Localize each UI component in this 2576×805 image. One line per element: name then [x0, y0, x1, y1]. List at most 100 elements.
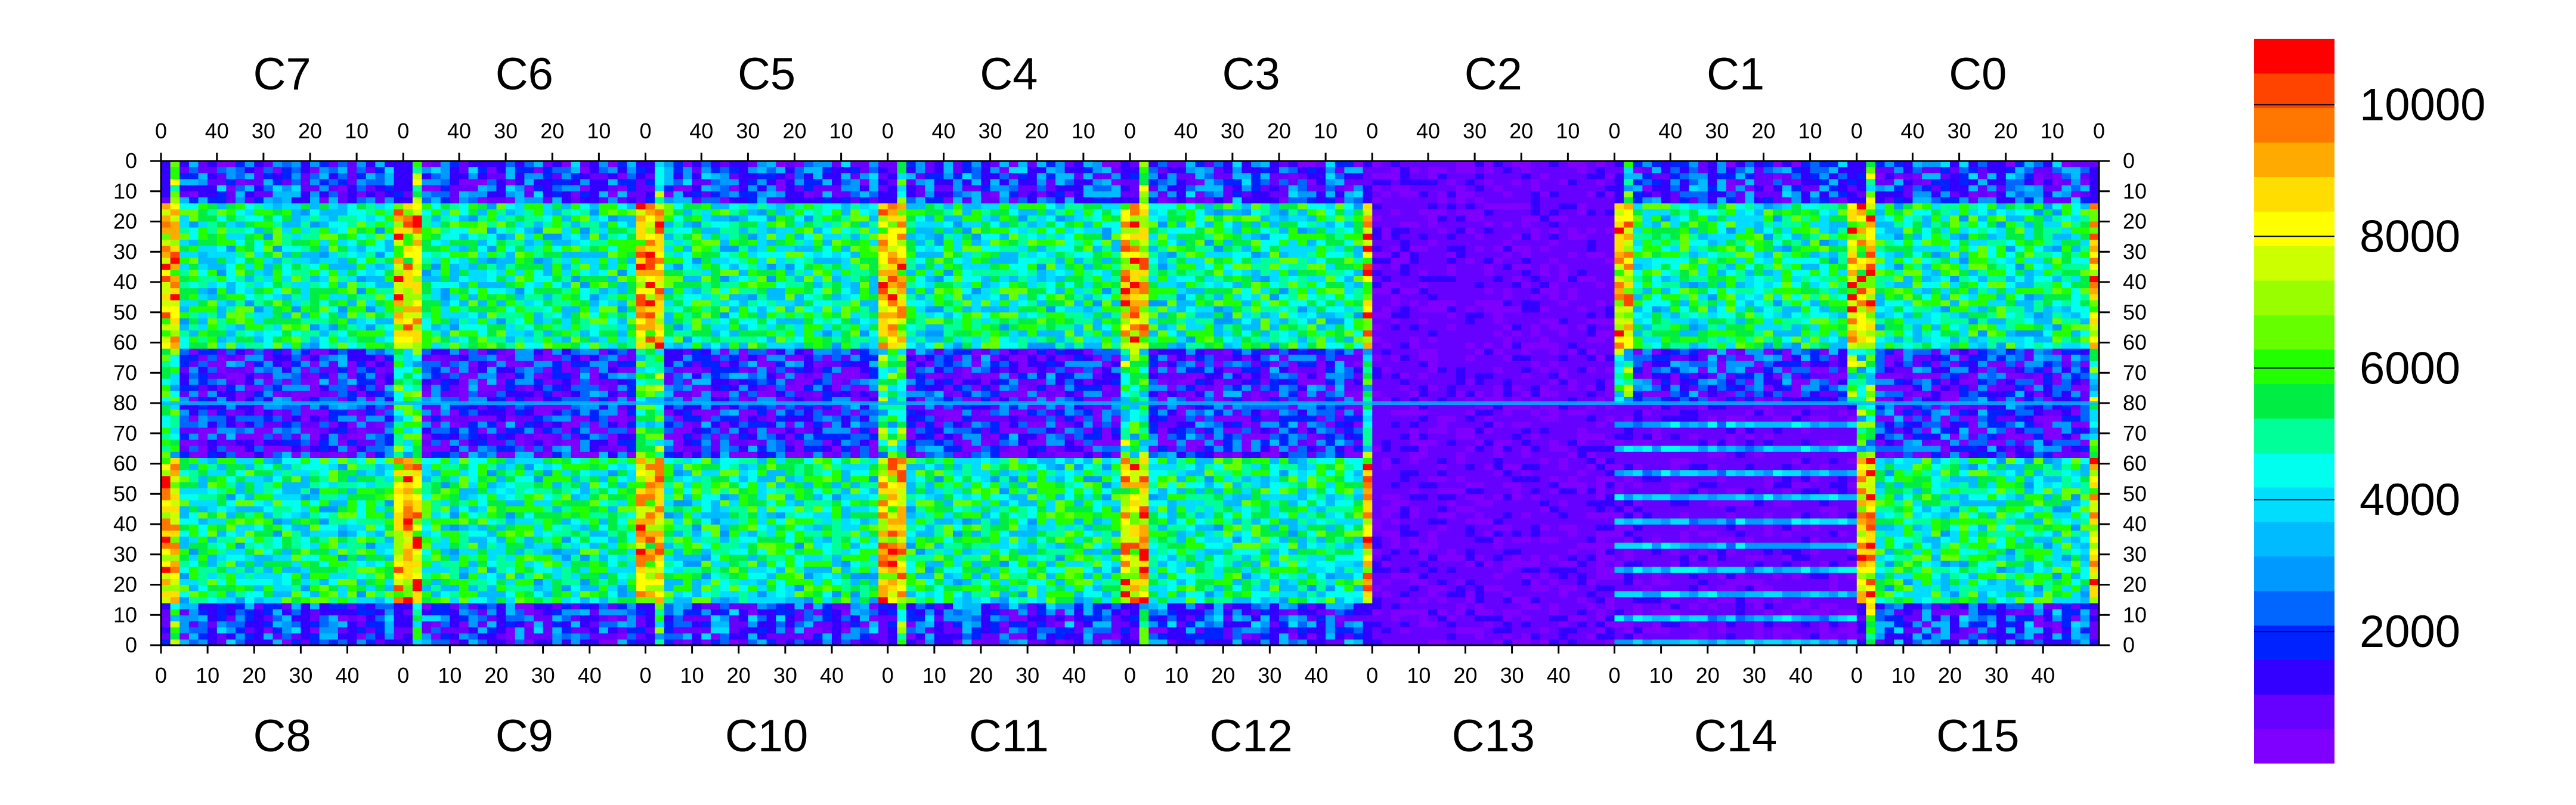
colorbar-segment: [2254, 418, 2334, 453]
chip-label-top: C2: [1465, 49, 1522, 100]
right-y-tick: 0: [2123, 633, 2135, 657]
colorbar-segment: [2254, 177, 2334, 212]
top-x-tick: 20: [1025, 119, 1049, 143]
top-x-tick: 30: [1948, 119, 1971, 143]
bottom-x-tick: 30: [773, 663, 797, 688]
top-x-tick-end: 0: [2093, 119, 2105, 143]
bottom-x-tick: 30: [1984, 663, 2008, 688]
colorbar-tick-label: 8000: [2360, 211, 2460, 262]
bottom-x-tick: 40: [578, 663, 602, 688]
left-y-tick: 0: [125, 148, 137, 173]
top-x-tick: 10: [1072, 119, 1095, 143]
right-y-tick: 60: [2123, 330, 2147, 355]
bottom-x-tick: 20: [1696, 663, 1720, 688]
right-y-tick: 40: [2123, 270, 2147, 294]
top-x-tick: 40: [1900, 119, 1924, 143]
chip-label-bottom: C15: [1936, 711, 2019, 761]
bottom-x-tick: 10: [1649, 663, 1673, 688]
top-x-tick: 30: [736, 119, 760, 143]
left-y-tick: 70: [113, 360, 137, 385]
top-x-tick: 40: [1658, 119, 1682, 143]
chip-label-top: C1: [1707, 49, 1764, 100]
top-x-tick: 0: [1366, 119, 1378, 143]
top-x-tick: 30: [1221, 119, 1244, 143]
bottom-x-tick: 20: [1938, 663, 1962, 688]
colorbar-segment: [2254, 211, 2334, 246]
colorbar-segment: [2254, 487, 2334, 522]
top-x-tick: 30: [979, 119, 1002, 143]
top-x-tick: 20: [298, 119, 322, 143]
top-x-tick: 20: [1509, 119, 1533, 143]
colorbar-segment: [2254, 556, 2334, 592]
left-y-tick: 40: [113, 512, 137, 536]
colorbar-tick-label: 6000: [2360, 343, 2460, 394]
left-y-tick: 10: [113, 602, 137, 627]
chip-label-bottom: C12: [1209, 711, 1292, 761]
top-x-tick: 0: [1608, 119, 1620, 143]
top-x-tick: 10: [1798, 119, 1822, 143]
top-x-tick: 20: [1751, 119, 1775, 143]
bottom-x-tick: 20: [484, 663, 508, 688]
right-y-tick: 70: [2123, 360, 2147, 385]
bottom-x-tick: 20: [1453, 663, 1477, 688]
bottom-x-tick: 10: [1407, 663, 1431, 688]
bottom-x-tick: 40: [1789, 663, 1813, 688]
right-y-tick: 20: [2123, 572, 2147, 597]
colorbar: 2000 4000 6000 8000 10000: [2254, 39, 2485, 764]
top-x-tick: 40: [931, 119, 955, 143]
top-x-tick: 30: [1463, 119, 1487, 143]
chip-label-bottom: C13: [1452, 711, 1535, 761]
bottom-x-tick: 30: [1742, 663, 1766, 688]
chip-label-bottom: C8: [253, 711, 311, 761]
colorbar-segment: [2254, 314, 2334, 350]
left-y-tick: 60: [113, 451, 137, 476]
top-x-tick: 20: [1994, 119, 2018, 143]
left-y-tick: 40: [113, 270, 137, 294]
top-x-tick: 10: [829, 119, 853, 143]
axes: 40 30 20 10 0 40 30 20 10 0 40 30 20 10 0 40 30 20 10 0 40 30…: [113, 119, 2147, 688]
top-x-tick: 40: [447, 119, 471, 143]
bottom-x-tick: 0: [155, 663, 167, 688]
right-y-tick: 30: [2123, 542, 2147, 566]
bottom-x-tick: 10: [1891, 663, 1915, 688]
chip-label-bottom: C9: [496, 711, 553, 761]
bottom-x-tick: 20: [727, 663, 751, 688]
right-y-tick: 80: [2123, 391, 2147, 415]
bottom-x-tick: 0: [1851, 663, 1863, 688]
colorbar-segment: [2254, 729, 2334, 764]
left-y-tick: 0: [125, 633, 137, 657]
left-y-tick: 70: [113, 421, 137, 445]
chip-label-bottom: C11: [969, 711, 1049, 761]
bottom-x-tick: 40: [1547, 663, 1571, 688]
chip-label-top: C6: [496, 49, 553, 100]
right-y-tick: 60: [2123, 451, 2147, 476]
bottom-x-tick: 0: [1608, 663, 1620, 688]
bottom-x-tick: 40: [2031, 663, 2055, 688]
top-x-tick: 10: [587, 119, 611, 143]
bottom-x-tick: 20: [242, 663, 266, 688]
colorbar-segment: [2254, 349, 2334, 385]
chip-label-top: C3: [1222, 49, 1280, 100]
top-x-tick: 30: [494, 119, 518, 143]
chip-label-top: C7: [253, 49, 311, 100]
bottom-x-tick: 0: [397, 663, 409, 688]
bottom-x-tick: 30: [1500, 663, 1524, 688]
top-x-tick: 0: [397, 119, 409, 143]
bottom-x-tick: 40: [1304, 663, 1328, 688]
top-x-tick: 20: [782, 119, 806, 143]
left-y-tick: 50: [113, 300, 137, 324]
top-x-tick: 40: [205, 119, 229, 143]
top-x-tick: 40: [689, 119, 713, 143]
colorbar-tick-label: 10000: [2360, 79, 2485, 130]
right-y-tick: 0: [2123, 148, 2135, 173]
left-y-tick: 30: [113, 542, 137, 566]
chip-label-bottom: C14: [1694, 711, 1777, 761]
colorbar-segment: [2254, 246, 2334, 281]
right-y-tick: 50: [2123, 300, 2147, 324]
bottom-x-tick: 30: [1015, 663, 1039, 688]
left-y-tick: 20: [113, 572, 137, 597]
bottom-x-tick: 20: [969, 663, 993, 688]
left-y-tick: 20: [113, 209, 137, 234]
right-y-tick: 10: [2123, 602, 2147, 627]
